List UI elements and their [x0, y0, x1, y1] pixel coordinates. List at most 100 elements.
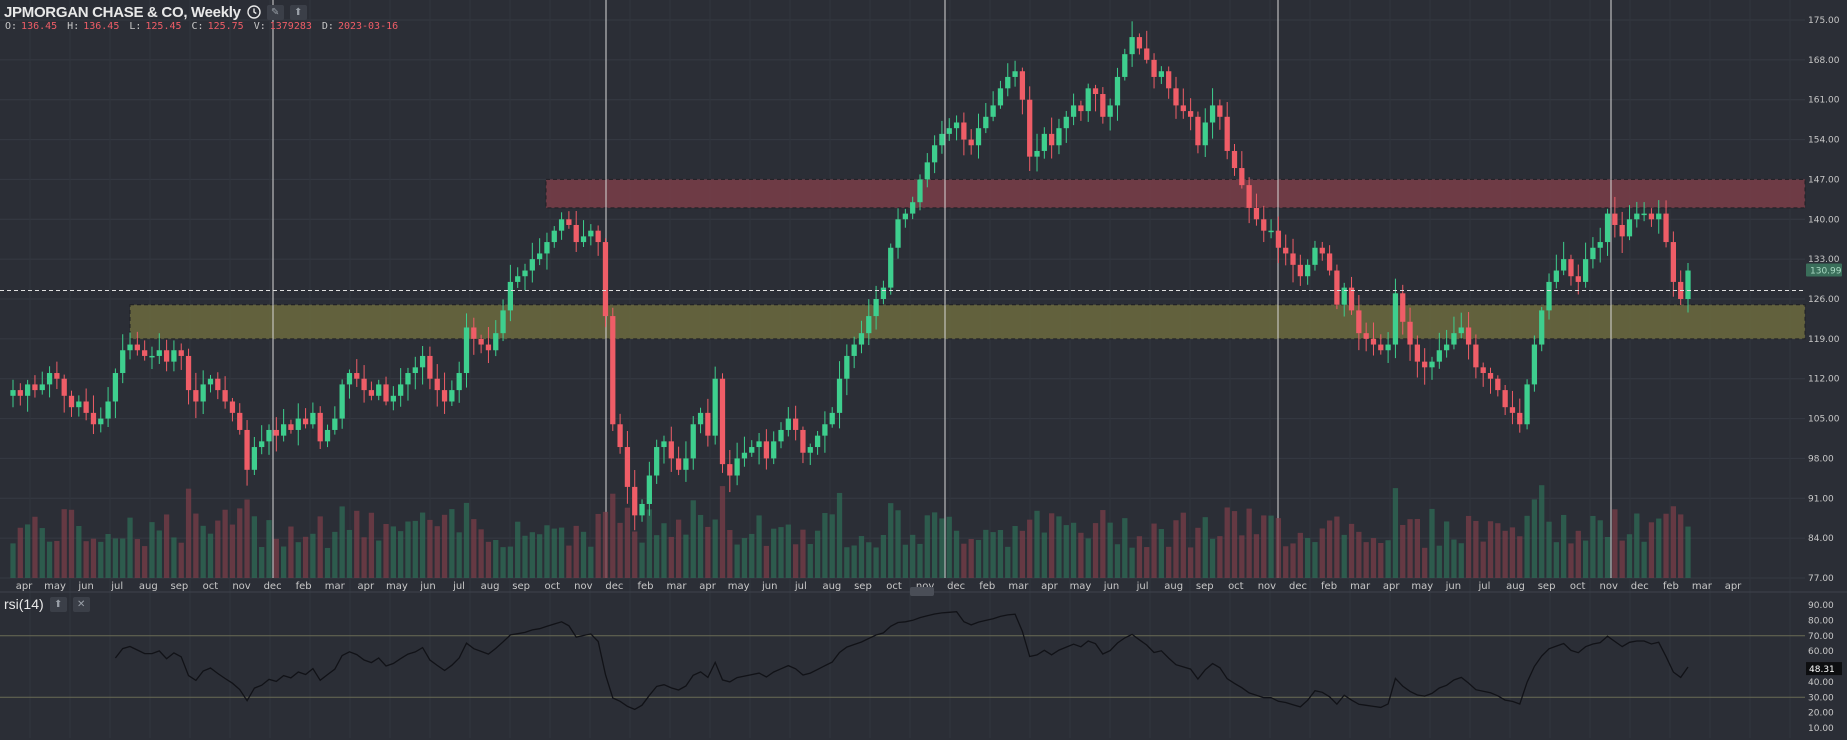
x-tick-label: mar	[325, 581, 346, 592]
x-tick-label: dec	[264, 581, 282, 592]
ohlc-low-value: 125.45	[145, 21, 182, 32]
volume-bar	[1553, 542, 1559, 578]
volume-bar	[727, 530, 733, 578]
candle	[639, 503, 645, 516]
candle	[427, 355, 433, 379]
candle	[1246, 185, 1252, 208]
candle	[1034, 150, 1040, 157]
x-tick-label: feb	[637, 581, 653, 592]
candle	[1553, 270, 1559, 282]
volume-bar	[368, 512, 375, 578]
candle	[610, 316, 616, 425]
volume-bar	[229, 524, 236, 578]
close-icon[interactable]: ✕	[72, 596, 90, 612]
candle	[346, 373, 353, 385]
volume-bar	[1239, 535, 1245, 578]
volume-bar	[1290, 543, 1296, 578]
rsi-label-box	[1806, 662, 1842, 676]
x-tick-label: jun	[1445, 581, 1461, 592]
price-tick-label: 119.00	[1808, 335, 1840, 345]
candle	[1151, 59, 1157, 77]
candle	[697, 412, 704, 425]
volume-bar	[654, 535, 660, 578]
candle	[595, 230, 601, 243]
volume-bar	[880, 534, 887, 578]
volume-bar	[1114, 544, 1121, 578]
candle	[946, 128, 952, 134]
volume-bar	[493, 539, 499, 578]
candle	[1136, 37, 1143, 49]
volume-bar	[1224, 507, 1230, 578]
price-label-box	[1806, 263, 1842, 277]
candle	[756, 441, 762, 448]
candle	[1312, 247, 1318, 265]
candle	[558, 219, 565, 231]
candle	[1568, 259, 1574, 277]
clock-icon[interactable]	[246, 5, 261, 19]
pencil-icon[interactable]: ✎	[266, 4, 284, 20]
candle	[17, 390, 23, 396]
volume-bar	[1451, 539, 1457, 578]
resize-handle-icon[interactable]	[910, 587, 934, 596]
volume-bar	[1063, 525, 1069, 578]
volume-bar	[829, 514, 835, 578]
candle	[580, 236, 587, 243]
candle	[617, 424, 623, 448]
volume-bar	[1561, 514, 1567, 578]
volume-bar	[1231, 511, 1238, 578]
volume-bar	[1517, 536, 1523, 578]
x-tick-label: nov	[232, 581, 250, 592]
candle	[419, 355, 426, 368]
volume-bar	[288, 526, 294, 578]
x-tick-label: may	[728, 581, 750, 592]
candle	[1056, 128, 1062, 146]
volume-bar	[624, 507, 631, 578]
candle	[1590, 247, 1596, 260]
volume-bar	[1641, 541, 1647, 578]
volume-bar	[441, 514, 448, 578]
volume-bar	[332, 531, 338, 578]
candle	[573, 224, 579, 243]
volume-bar	[354, 510, 360, 578]
rsi-title: rsi(14)	[4, 596, 44, 612]
x-tick-label: jun	[1103, 581, 1119, 592]
x-tick-label: oct	[203, 581, 219, 592]
ohlc-volume-value: 1379283	[269, 21, 312, 32]
candle	[793, 418, 799, 430]
candle	[1539, 310, 1545, 345]
volume-bar	[983, 529, 989, 578]
volume-bar	[405, 521, 411, 578]
volume-bar	[1246, 508, 1252, 578]
candle	[1597, 242, 1603, 248]
candle	[544, 242, 550, 254]
volume-bar	[573, 525, 579, 578]
volume-bar	[1326, 520, 1333, 578]
volume-bar	[1261, 515, 1267, 578]
candle	[251, 447, 258, 470]
volume-bar	[602, 511, 609, 578]
volume-bar	[412, 520, 418, 578]
pin-icon[interactable]: ⬆	[49, 596, 67, 612]
volume-bar	[697, 514, 704, 578]
candle	[785, 418, 791, 430]
price-tick-label: 154.00	[1808, 136, 1840, 146]
candle	[1283, 247, 1289, 254]
volume-bar	[705, 526, 711, 578]
candle	[1451, 333, 1457, 345]
volume-bar	[939, 518, 945, 578]
candle	[968, 139, 974, 146]
pin-icon[interactable]: ⬆	[289, 4, 307, 20]
candle	[273, 429, 279, 436]
volume-bar	[522, 535, 528, 578]
x-tick-label: sep	[1196, 581, 1214, 592]
candle	[10, 390, 16, 396]
volume-bar	[917, 543, 923, 578]
volume-bar	[1202, 517, 1208, 578]
volume-bar	[675, 519, 682, 578]
candle	[668, 441, 674, 459]
volume-bar	[390, 526, 396, 578]
x-tick-label: mar	[1008, 581, 1029, 592]
x-tick-label: oct	[886, 581, 902, 592]
volume-bar	[1100, 510, 1106, 578]
